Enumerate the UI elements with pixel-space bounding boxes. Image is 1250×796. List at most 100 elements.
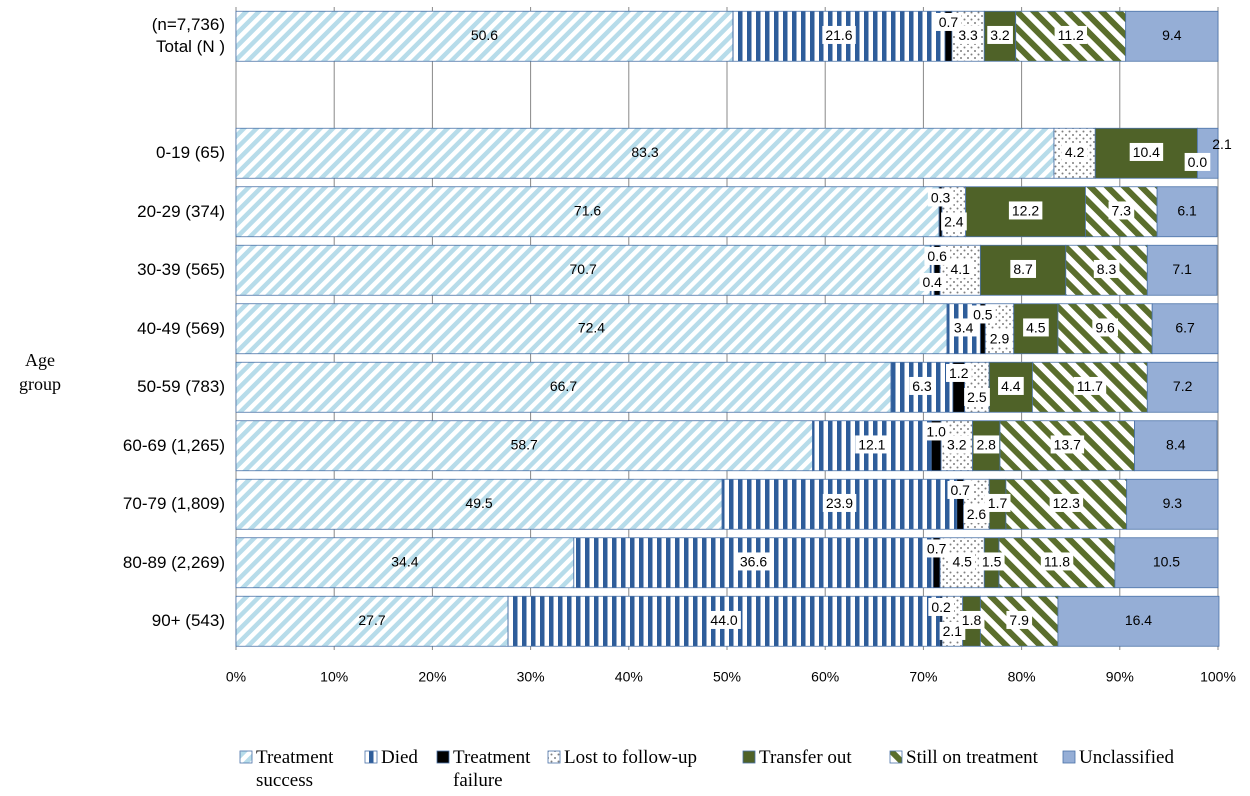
data-label: 3.4 — [954, 319, 974, 335]
label-bg — [941, 212, 967, 231]
legend-label: Died — [381, 747, 418, 768]
data-label-group: 3.2 — [944, 435, 970, 454]
y-tick-label: 80-89 (2,269) — [122, 552, 225, 572]
data-label: 23.9 — [826, 495, 853, 511]
label-bg — [822, 25, 856, 44]
label-bg — [1040, 552, 1074, 571]
bar-segment — [1114, 537, 1219, 589]
data-label: 49.5 — [465, 495, 492, 511]
label-bg — [707, 610, 741, 629]
label-bg — [955, 25, 982, 44]
x-tick-label: 50% — [713, 669, 741, 685]
data-label: 2.1 — [943, 623, 963, 639]
data-label-group: 1.2 — [946, 363, 972, 382]
data-label-group: 21.6 — [822, 25, 856, 44]
data-label: 1.0 — [926, 423, 946, 439]
data-label: 66.7 — [550, 378, 577, 394]
data-label-group: 9.3 — [1163, 495, 1183, 511]
data-label-group: 23.9 — [822, 493, 857, 512]
data-label-group: 72.4 — [578, 319, 605, 335]
data-label: 1.7 — [988, 495, 1008, 511]
data-label-group: 11.7 — [1073, 376, 1107, 395]
label-bg — [1184, 152, 1211, 171]
data-label-group: 0.3 — [927, 188, 954, 207]
data-label: 34.4 — [391, 553, 418, 569]
x-tick-label: 30% — [517, 669, 545, 685]
label-bg — [1023, 318, 1049, 337]
label-bg — [924, 246, 951, 265]
data-label: 0.7 — [939, 14, 959, 30]
data-label: 7.2 — [1173, 378, 1193, 394]
label-bg — [949, 552, 976, 571]
data-label: 1.8 — [962, 612, 982, 628]
data-label: 3.3 — [958, 27, 978, 43]
x-tick-label: 80% — [1008, 669, 1036, 685]
data-label-group: 9.6 — [1092, 318, 1119, 337]
data-label: 8.7 — [1013, 261, 1033, 277]
data-label-group: 0.7 — [923, 539, 950, 558]
label-bg — [963, 504, 990, 523]
legend-swatch — [742, 750, 756, 764]
data-label: 71.6 — [574, 202, 601, 218]
data-label-group: 1.8 — [958, 610, 985, 629]
label-bg — [944, 435, 970, 454]
legend-swatch — [239, 750, 253, 764]
data-label-group: 2.6 — [963, 504, 990, 523]
data-label-group: 1.7 — [984, 493, 1011, 512]
data-label-group: 0.7 — [947, 480, 974, 499]
bar-segment — [235, 186, 940, 238]
data-label: 6.1 — [1177, 202, 1197, 218]
data-label-group: 4.1 — [947, 259, 974, 278]
data-label-group: 36.6 — [736, 552, 771, 571]
bar-segment — [1126, 478, 1219, 530]
data-label: 4.4 — [1001, 378, 1021, 394]
label-bg — [935, 12, 962, 31]
data-label-group: 4.4 — [998, 376, 1024, 395]
data-label-group: 27.7 — [358, 612, 385, 628]
data-label-group: 71.6 — [574, 202, 601, 218]
data-label-group: 0.5 — [970, 305, 996, 324]
data-label-group: 34.4 — [391, 553, 418, 569]
data-label: 83.3 — [631, 144, 658, 160]
bar-segment — [1125, 10, 1219, 62]
bar-segment — [235, 537, 575, 589]
data-label: 2.6 — [967, 506, 987, 522]
label-bg — [1073, 376, 1107, 395]
data-label-group: 49.5 — [465, 495, 492, 511]
data-label-group: 50.6 — [471, 27, 498, 43]
bar-segment — [235, 10, 734, 62]
legend-label: Treatment success — [256, 747, 334, 791]
bar-segment — [1151, 303, 1219, 355]
data-label: 2.5 — [967, 389, 987, 405]
data-label-group: 7.2 — [1173, 378, 1193, 394]
data-label-group: 3.3 — [955, 25, 982, 44]
data-label-group: 7.9 — [1006, 610, 1033, 629]
label-bg — [1006, 610, 1033, 629]
data-label-group: 9.4 — [1162, 27, 1182, 43]
data-label: 11.7 — [1077, 378, 1103, 394]
data-label: 7.1 — [1172, 261, 1192, 277]
y-tick-label: 20-29 (374) — [137, 201, 225, 221]
data-label-group: 0.2 — [928, 597, 955, 616]
data-label: 2.8 — [977, 436, 997, 452]
data-label-group: 12.3 — [1049, 493, 1084, 512]
label-bg — [984, 493, 1011, 512]
data-label: 12.3 — [1053, 495, 1080, 511]
data-label: 6.3 — [912, 378, 932, 394]
y-tick-label: 50-59 (783) — [137, 377, 225, 397]
data-label: 4.1 — [950, 261, 970, 277]
label-bg — [1093, 259, 1120, 278]
label-bg — [973, 435, 1000, 454]
bar-segment — [235, 595, 509, 647]
label-bg — [970, 305, 996, 324]
label-bg — [946, 363, 972, 382]
legend-label: Transfer out — [759, 747, 852, 768]
data-label: 9.4 — [1162, 27, 1182, 43]
data-label: 10.5 — [1153, 553, 1180, 569]
data-label: 10.4 — [1133, 144, 1160, 160]
data-label-group: 0.4 — [919, 272, 946, 291]
data-label: 12.2 — [1012, 202, 1039, 218]
label-bg — [928, 597, 955, 616]
data-label: 7.3 — [1112, 202, 1132, 218]
